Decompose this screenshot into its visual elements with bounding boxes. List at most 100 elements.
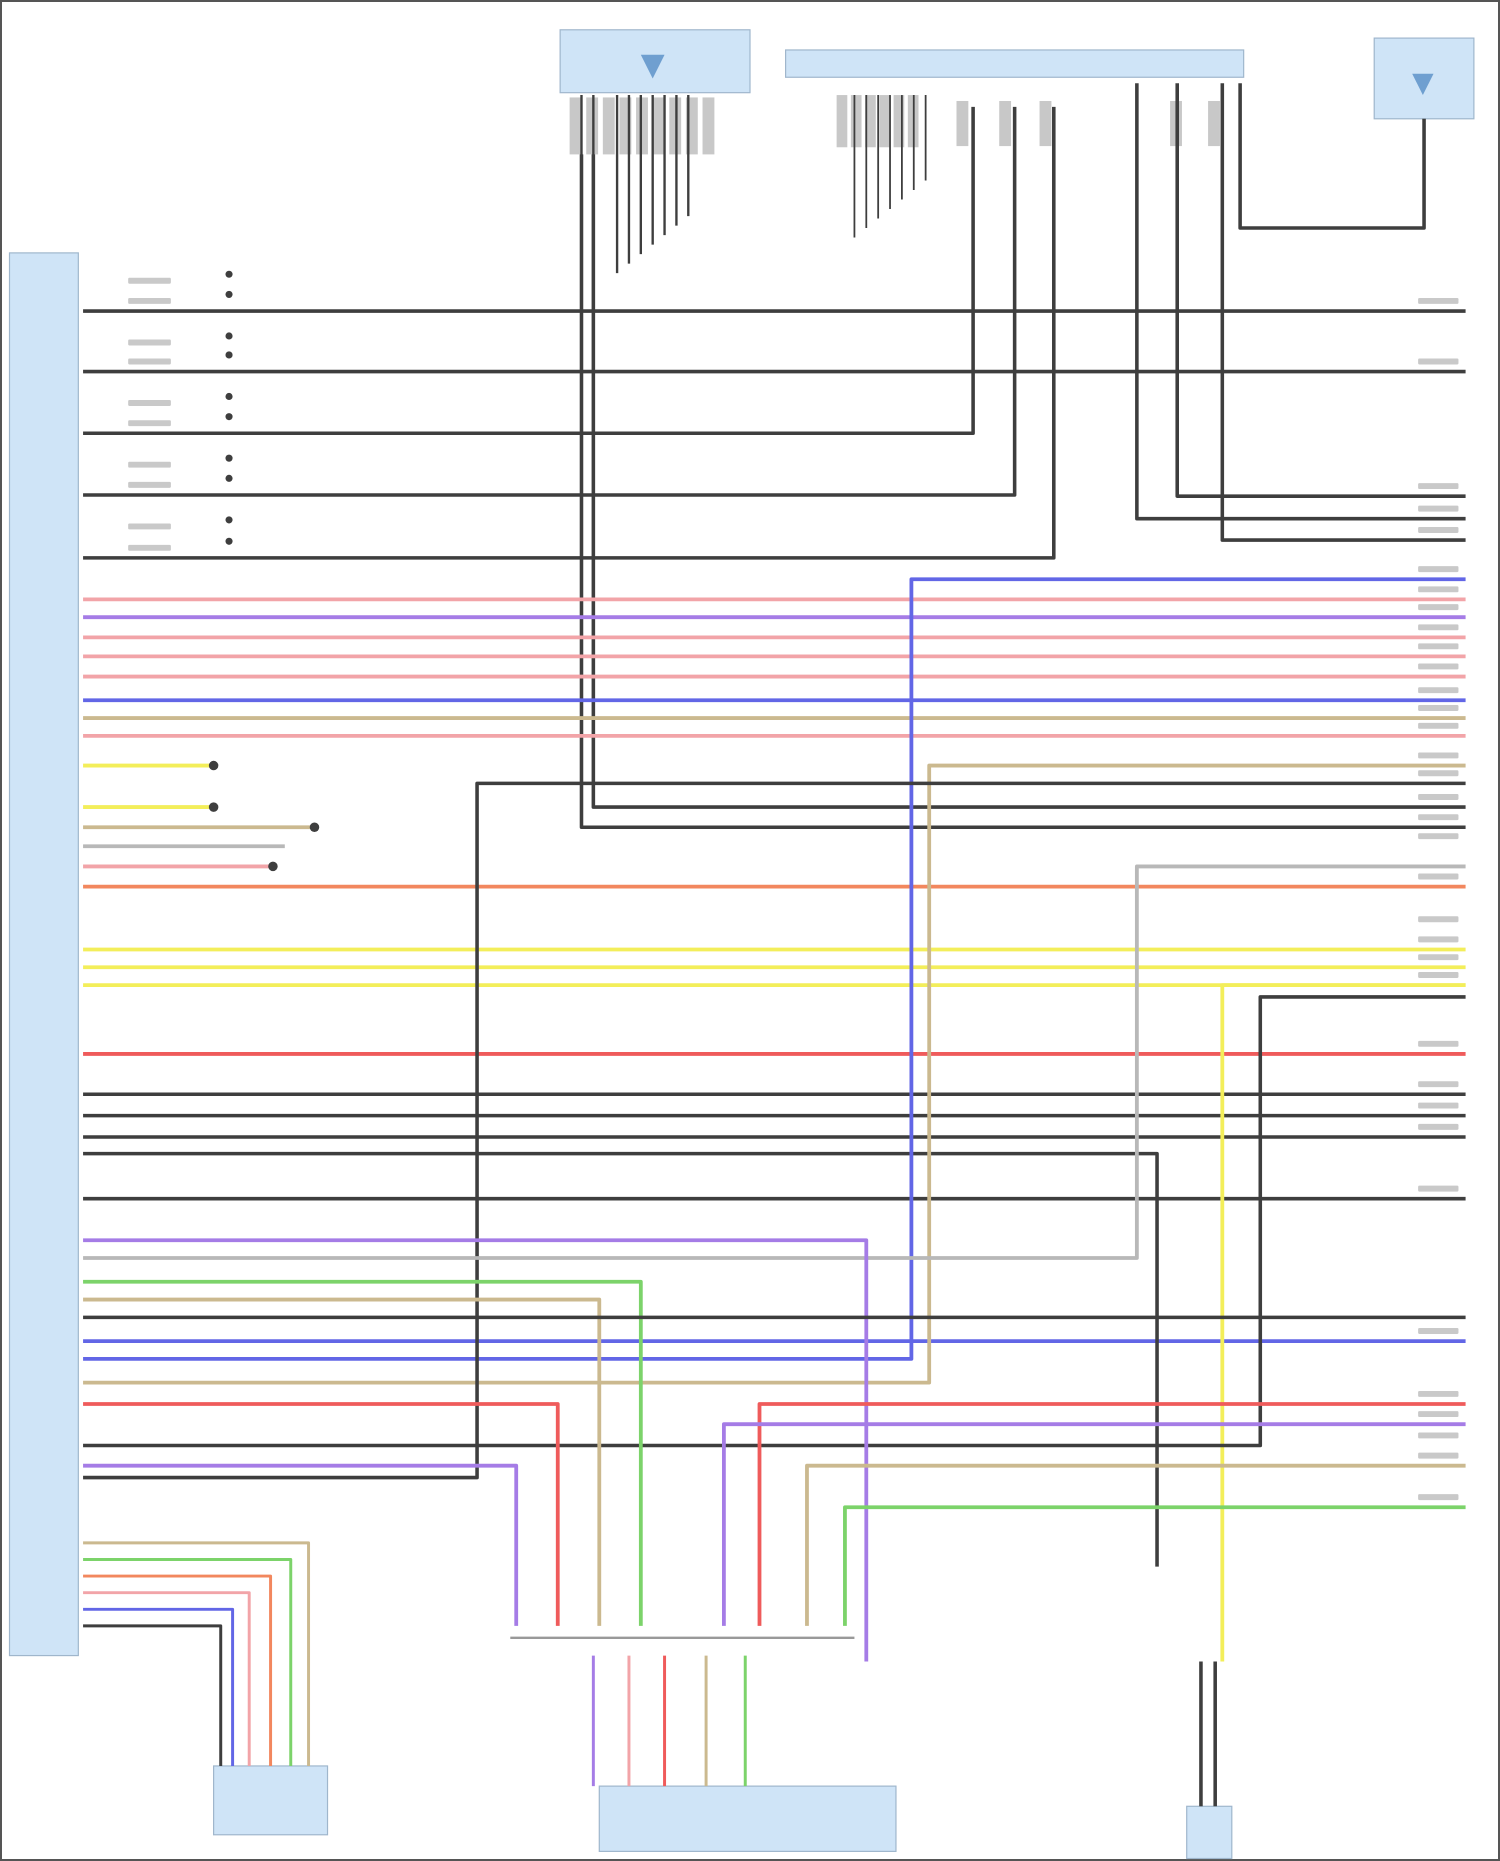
splice-dot xyxy=(225,516,233,524)
wire-label xyxy=(1418,770,1459,777)
wire-label xyxy=(128,544,171,551)
wire-tan xyxy=(83,1297,602,1626)
wire-label xyxy=(1418,483,1459,490)
wire-label xyxy=(1418,954,1459,961)
wire-label xyxy=(1418,505,1459,512)
splice-dot xyxy=(268,861,278,872)
connector-pin xyxy=(569,97,582,155)
connector-pin xyxy=(893,95,905,148)
wire-orange xyxy=(83,1574,273,1766)
splice-dot xyxy=(225,392,233,401)
wire-label xyxy=(1418,527,1459,533)
wire-label xyxy=(1418,297,1459,304)
wire-yellow xyxy=(1220,983,1466,1662)
wire-label xyxy=(1418,1123,1459,1130)
splice-dot xyxy=(225,413,233,421)
splice-dot xyxy=(225,270,233,278)
wire-label xyxy=(128,481,171,488)
splice-dot xyxy=(225,351,233,359)
wire-label xyxy=(1418,794,1459,800)
wire-label xyxy=(128,420,171,427)
wire-black xyxy=(83,995,1466,1448)
ground-triangle-icon xyxy=(1412,73,1434,96)
wire-label xyxy=(1418,1432,1459,1439)
wire-label xyxy=(128,339,171,346)
connector-pin xyxy=(850,95,862,148)
wire-label xyxy=(1418,1411,1459,1418)
ground-triangle-icon xyxy=(640,54,665,79)
wire-label xyxy=(1418,833,1459,840)
connector-pin xyxy=(836,95,848,148)
wire-pink xyxy=(83,1591,251,1766)
splice-dot xyxy=(225,474,233,482)
wire-purple xyxy=(721,1422,1466,1626)
splice-dot xyxy=(225,454,233,462)
wire-black xyxy=(83,1151,1159,1567)
connector-pin xyxy=(956,100,969,147)
2 xyxy=(83,864,1466,1260)
connector-pin xyxy=(669,97,682,155)
wire-label xyxy=(1418,1185,1459,1192)
splice-dot xyxy=(309,822,320,833)
bottom-right-unit xyxy=(1186,1805,1233,1860)
connector-pin xyxy=(1039,100,1052,147)
wire-black xyxy=(1238,83,1426,230)
connector-pin xyxy=(879,95,891,148)
wire-tan xyxy=(83,763,1466,1385)
wire-tan xyxy=(83,1541,311,1766)
wire-label xyxy=(1418,643,1459,650)
wire-label xyxy=(1418,624,1459,631)
wire-label xyxy=(1418,663,1459,670)
connector-pin xyxy=(619,97,632,155)
splice-dot xyxy=(225,290,233,298)
wire-label xyxy=(128,277,171,284)
connector-pin xyxy=(602,97,615,155)
wire-label xyxy=(1418,916,1459,923)
wire-label xyxy=(1418,566,1459,573)
wire-green xyxy=(83,1279,643,1626)
wire-label xyxy=(1418,1328,1459,1334)
connector-pin xyxy=(702,97,715,155)
wire-label xyxy=(1418,1452,1459,1459)
wire-label xyxy=(1418,1494,1459,1501)
wire-black xyxy=(83,106,1017,497)
wire-label xyxy=(1418,1040,1459,1047)
control-unit-left xyxy=(8,252,79,1657)
bottom-center-unit xyxy=(598,1785,897,1852)
wire-label xyxy=(128,297,171,304)
wire-tan xyxy=(805,1463,1466,1626)
wire-black xyxy=(83,106,1056,560)
wire-green xyxy=(83,1557,293,1766)
wire-black xyxy=(1220,83,1466,542)
splice-dot xyxy=(208,802,219,812)
wire-black xyxy=(591,154,1466,809)
wire-black xyxy=(579,154,1466,830)
wire-label xyxy=(1418,604,1459,611)
connector-pin xyxy=(999,100,1012,147)
wire-label xyxy=(1418,1102,1459,1109)
wire-black xyxy=(83,781,1466,1480)
wire-label xyxy=(128,461,171,468)
top-unit xyxy=(559,29,751,94)
wire-purple xyxy=(83,1463,519,1626)
wire-label xyxy=(1418,1390,1459,1397)
splice-dot xyxy=(225,537,233,545)
wire-black xyxy=(1135,83,1466,521)
wire-label xyxy=(1418,873,1459,880)
wire-green xyxy=(843,1505,1466,1626)
wire-label xyxy=(1418,687,1459,694)
wire-label xyxy=(1418,936,1459,943)
wire-blue xyxy=(83,577,1466,1361)
wire-red xyxy=(83,1402,560,1626)
wire-label xyxy=(128,358,171,365)
wire-label xyxy=(1418,1081,1459,1088)
wire-label xyxy=(1418,705,1459,711)
splice-dot xyxy=(225,332,233,340)
connector-pin xyxy=(1208,100,1220,147)
wire-label xyxy=(128,400,171,406)
wire-label xyxy=(1418,972,1459,978)
connector-pin xyxy=(652,97,665,155)
connector-pin xyxy=(865,95,876,148)
